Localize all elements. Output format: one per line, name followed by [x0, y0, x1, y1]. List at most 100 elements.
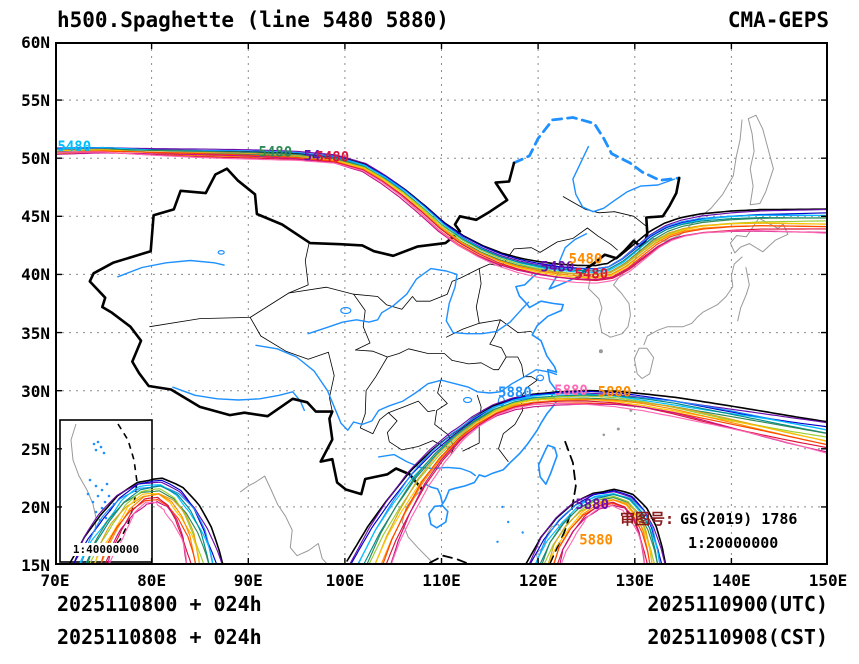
- contour-value-label: 5480: [258, 144, 292, 160]
- river: [572, 145, 676, 213]
- ensemble-member-line-5880-se-ridge: [534, 493, 661, 565]
- island-dot: [616, 427, 620, 431]
- ensemble-member-line-5880-main: [349, 392, 828, 564]
- inset-box: [59, 419, 153, 563]
- inset-island-dot: [94, 484, 98, 488]
- foreign-coastline: [643, 256, 743, 346]
- contour-value-label: 5480: [57, 139, 91, 155]
- x-axis-tick-label: 80E: [137, 571, 167, 590]
- valid-time-utc: 2025110900(UTC): [647, 592, 828, 616]
- province-boundary: [328, 351, 335, 412]
- contour-value-label: 5880: [498, 385, 532, 401]
- ensemble-member-line-5480-main: [55, 146, 828, 270]
- inset-island-dot: [99, 445, 103, 449]
- contour-value-label: 5880: [575, 497, 609, 513]
- ensemble-member-line-5480-main: [55, 151, 828, 284]
- init-time-utc: 2025110800 + 024h: [57, 592, 262, 616]
- inset-island-dot: [92, 442, 96, 446]
- province-boundary: [451, 360, 499, 371]
- ensemble-member-line-5880-west: [86, 490, 210, 565]
- init-time-cst: 2025110808 + 024h: [57, 625, 262, 649]
- river: [558, 233, 588, 263]
- island-dot: [507, 520, 510, 524]
- province-boundary: [355, 348, 453, 361]
- island-dot: [521, 531, 524, 534]
- ensemble-member-line-5880-west: [79, 485, 214, 565]
- y-axis-tick-label: 15N: [21, 556, 50, 575]
- inset-scale-label: 1:40000000: [64, 543, 148, 556]
- review-prefix-label: 审图号:: [620, 510, 675, 528]
- inset-island-dot: [91, 500, 95, 504]
- y-axis-tick-label: 20N: [21, 497, 50, 517]
- foreign-coastline: [729, 217, 789, 254]
- x-axis-tick-label: 140E: [712, 571, 751, 590]
- model-name: CMA-GEPS: [727, 8, 829, 32]
- china-coastline: [537, 444, 558, 485]
- province-boundary: [288, 286, 371, 351]
- map-plot-area: 5480 5480 54 5480 5480 5480 5480 5880 5880 5880 58…: [55, 42, 828, 565]
- x-axis-tick-label: 110E: [422, 571, 461, 590]
- province-boundary: [364, 356, 388, 415]
- foreign-coastline: [240, 475, 329, 565]
- province-boundary: [353, 227, 588, 310]
- contour-value-label: 5480: [315, 150, 349, 166]
- inset-island-dot: [94, 510, 98, 514]
- river: [172, 386, 305, 412]
- province-boundary: [562, 196, 646, 226]
- inset-island-dot: [102, 451, 106, 455]
- lake: [340, 306, 352, 315]
- y-axis-tick-label: 55N: [21, 91, 50, 111]
- x-axis-tick-label: 120E: [518, 571, 558, 590]
- china-border: [88, 161, 516, 496]
- foreign-coastline: [579, 246, 642, 338]
- province-boundary: [249, 317, 329, 360]
- ensemble-member-line-5880-west: [93, 493, 201, 565]
- x-axis-tick-label: 70E: [40, 571, 70, 590]
- contour-value-label: 5880: [598, 384, 632, 400]
- ensemble-member-line-5480-main: [55, 151, 828, 278]
- inset-island-dot: [94, 448, 98, 452]
- ensemble-member-line-5880-se-ridge: [541, 497, 659, 565]
- contour-value-label: 5480: [574, 266, 608, 282]
- contour-value-label: 5480: [541, 260, 575, 276]
- foreign-coastline: [535, 523, 561, 565]
- foreign-coastline: [737, 267, 750, 322]
- lake: [463, 396, 473, 404]
- river: [307, 267, 530, 335]
- inset-nine-dash: [109, 423, 138, 551]
- inset-island-dot: [104, 516, 108, 520]
- ensemble-member-line-5880-main: [362, 394, 828, 565]
- island-dot: [602, 433, 606, 437]
- inset-island-dot: [96, 494, 100, 498]
- x-axis-tick-label: 90E: [233, 571, 263, 590]
- y-axis-tick-label: 25N: [21, 439, 50, 459]
- axis-tick-marks: [56, 43, 827, 564]
- map-review-number: 审图号: GS(2019) 1786: [620, 508, 797, 529]
- chart-title: h500.Spaghette (line 5480 5880): [57, 8, 449, 32]
- river: [255, 344, 558, 431]
- foreign-coastline: [633, 347, 655, 379]
- ensemble-member-line-5880-west: [78, 484, 214, 565]
- ensemble-member-line-5880-west: [72, 481, 223, 565]
- ensemble-member-line-5880-main: [357, 393, 828, 565]
- inset-island-dot: [86, 492, 90, 496]
- foreign-coastline: [747, 114, 774, 206]
- nine-dash-line: [429, 554, 470, 565]
- ensemble-member-line-5480-main: [55, 147, 828, 270]
- province-boundary: [478, 319, 507, 371]
- plot-frame: [55, 42, 828, 565]
- island-dot: [496, 540, 499, 543]
- review-number-value: GS(2019) 1786: [680, 510, 798, 528]
- x-axis-tick-label: 100E: [325, 571, 365, 590]
- contour-value-label: 5480: [569, 251, 603, 267]
- ensemble-member-line-5880-west: [84, 485, 210, 565]
- china-coastline: [421, 263, 581, 505]
- inset-island-dot: [105, 482, 109, 486]
- inset-island-dot: [96, 440, 100, 444]
- province-boundary: [498, 410, 524, 462]
- contour-value-label: 5880: [579, 533, 613, 549]
- river: [117, 259, 225, 278]
- province-boundary: [587, 227, 618, 251]
